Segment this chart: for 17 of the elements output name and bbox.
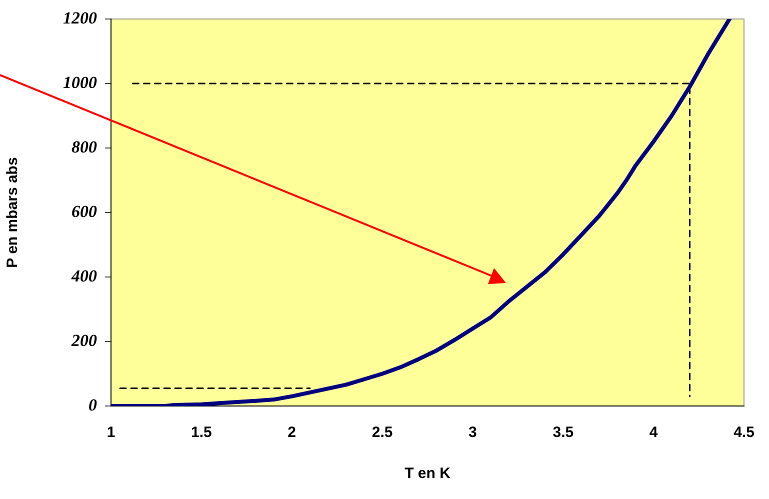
x-tick-label: 1.5: [191, 424, 212, 442]
y-tick-label: 800: [72, 137, 98, 156]
x-tick-label: 2: [288, 424, 296, 442]
x-tick-label: 3: [468, 424, 477, 442]
y-tick-label: 600: [72, 202, 98, 221]
y-tick-label: 1200: [63, 8, 98, 28]
y-tick-label: 1000: [63, 72, 98, 92]
x-tick-label: 3.5: [552, 424, 574, 442]
y-tick-label: 400: [70, 266, 98, 286]
x-tick-label: 4.5: [734, 424, 754, 442]
y-tick-label: 200: [70, 330, 98, 350]
x-axis-title: T en K: [404, 465, 451, 482]
x-tick-label: 2.5: [372, 424, 393, 442]
x-tick-label: 4: [649, 424, 658, 442]
y-tick-label: 0: [88, 395, 98, 414]
y-axis-title: P en mbars abs: [4, 157, 22, 268]
x-tick-label: 1: [106, 424, 116, 442]
